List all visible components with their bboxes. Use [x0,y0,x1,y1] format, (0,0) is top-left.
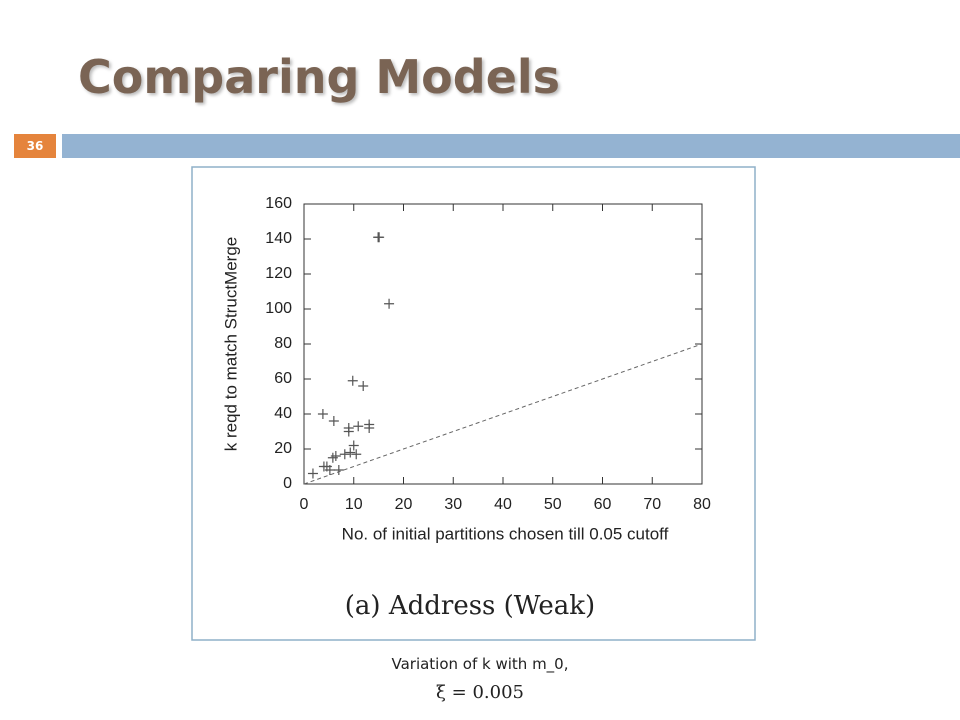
caption: ξ = 0.005 [436,682,524,703]
chart-frame [191,166,756,641]
data-point [307,468,318,479]
header-bar [62,134,960,158]
data-point [343,426,354,437]
x-tick-label: 70 [643,496,661,513]
data-point [345,447,356,458]
y-tick-label: 140 [265,230,292,247]
x-axis-label: No. of initial partitions chosen till 0.… [342,524,669,543]
y-tick-label: 100 [265,300,292,317]
data-point [339,449,350,460]
data-point [351,449,362,460]
caption: Variation of k with m_0, [391,655,569,673]
y-tick-label: 60 [274,370,292,387]
data-point [333,465,344,475]
y-tick-label: 160 [265,195,292,212]
data-point [374,232,385,243]
data-point [317,409,328,419]
data-point [348,440,359,451]
data-point [328,416,339,426]
data-point [358,381,369,391]
y-tick-label: 80 [274,335,292,352]
data-point [347,375,358,386]
y-tick-label: 20 [274,440,292,457]
x-tick-label: 30 [444,496,462,513]
x-tick-label: 0 [300,496,309,513]
data-point [353,421,364,432]
data-point [330,451,341,461]
y-tick-label: 40 [274,405,292,422]
data-point [384,298,395,309]
data-point [324,465,335,475]
y-tick-label: 120 [265,265,292,282]
chart-caption: (a) Address (Weak) [345,591,595,621]
x-tick-label: 60 [594,496,612,513]
y-axis-label: k reqd to match StructMerge [221,237,240,451]
y-tick-label: 0 [283,475,292,492]
slide-title: Comparing Models [78,50,561,104]
data-point [364,423,375,433]
x-tick-label: 40 [494,496,512,513]
slide-number: 36 [14,134,56,158]
x-tick-label: 20 [395,496,413,513]
x-tick-label: 50 [544,496,562,513]
x-tick-label: 80 [693,496,711,513]
x-tick-label: 10 [345,496,363,513]
reference-line [303,343,703,485]
